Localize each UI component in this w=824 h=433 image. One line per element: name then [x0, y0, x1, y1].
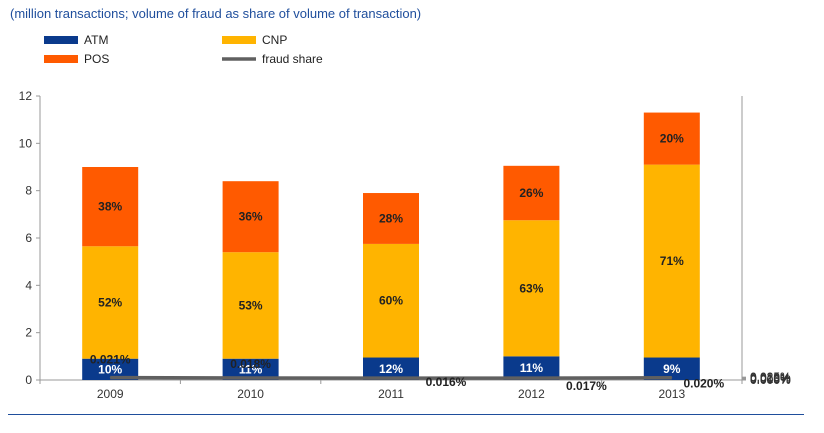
bar-pos-2012 — [503, 165, 560, 221]
bar-pos-2009 — [82, 167, 139, 247]
legend-label-cnp: CNP — [262, 33, 287, 47]
fraud-share-label-2009: 0.021% — [90, 353, 131, 367]
data-label-cnp-2009: 52% — [98, 295, 122, 309]
bar-atm-2012 — [503, 356, 560, 380]
chart-subtitle: (million transactions; volume of fraud a… — [10, 6, 422, 21]
bar-atm-2009 — [82, 358, 139, 380]
legend-swatch-pos — [44, 55, 78, 63]
y-right-tick-label: 0.005% — [750, 372, 791, 386]
y-right-tick-label: 0.020% — [750, 371, 791, 385]
y-right-tick-label: 0.010% — [750, 372, 791, 386]
legend-label-atm: ATM — [84, 33, 108, 47]
fraud-share-label-2012: 0.017% — [566, 379, 607, 393]
data-label-atm-2013: 9% — [663, 362, 681, 376]
fraud-share-point — [250, 377, 252, 379]
legend-swatch-cnp — [222, 36, 256, 44]
x-tick-label: 2011 — [378, 387, 404, 401]
bar-cnp-2011 — [363, 243, 419, 358]
data-label-atm-2010: 11% — [239, 362, 263, 376]
data-label-cnp-2013: 71% — [660, 254, 684, 268]
data-label-pos-2009: 38% — [98, 200, 122, 214]
bar-pos-2013 — [643, 112, 700, 165]
data-label-pos-2012: 26% — [519, 186, 543, 200]
bar-atm-2011 — [363, 357, 419, 380]
bar-pos-2010 — [222, 181, 279, 253]
y-left-tick-label: 10 — [19, 136, 33, 150]
data-label-atm-2012: 11% — [520, 361, 544, 375]
x-tick-label: 2010 — [237, 387, 264, 401]
fraud-share-label-2010: 0.018% — [230, 357, 271, 371]
y-right-tick-label: 0.000% — [750, 373, 791, 387]
y-left-tick-label: 2 — [25, 326, 32, 340]
data-label-cnp-2010: 53% — [239, 298, 263, 312]
bar-cnp-2010 — [222, 252, 279, 359]
bar-atm-2010 — [222, 358, 279, 380]
fraud-share-point — [390, 377, 392, 379]
y-right-tick-label: 0.015% — [750, 371, 791, 385]
x-tick-label: 2009 — [97, 387, 124, 401]
fraud-share-label-2013: 0.020% — [683, 377, 724, 391]
x-tick-label: 2012 — [518, 387, 545, 401]
data-label-pos-2010: 36% — [239, 210, 263, 224]
bar-cnp-2013 — [643, 164, 700, 358]
x-tick-label: 2013 — [658, 387, 685, 401]
bar-atm-2013 — [643, 357, 700, 380]
fraud-share-label-2011: 0.016% — [426, 375, 467, 389]
y-left-tick-label: 12 — [19, 89, 33, 103]
bar-cnp-2012 — [503, 220, 560, 357]
bar-cnp-2009 — [82, 246, 139, 359]
y-left-tick-label: 0 — [25, 373, 32, 387]
fraud-share-point — [109, 377, 111, 379]
data-label-atm-2009: 10% — [98, 362, 122, 376]
data-label-cnp-2012: 63% — [519, 281, 543, 295]
bar-pos-2011 — [363, 193, 419, 244]
data-label-pos-2011: 28% — [379, 211, 403, 225]
y-left-tick-label: 4 — [25, 278, 32, 292]
bottom-rule — [8, 414, 804, 415]
y-left-tick-label: 8 — [25, 184, 32, 198]
legend-label-pos: POS — [84, 52, 109, 66]
fraud-share-point — [671, 377, 673, 379]
data-label-atm-2011: 12% — [379, 362, 403, 376]
fraud-share-point — [530, 377, 532, 379]
legend-swatch-atm — [44, 36, 78, 44]
y-left-tick-label: 6 — [25, 231, 32, 245]
legend-label-fraud-share: fraud share — [262, 52, 323, 66]
y-right-tick-label: 0.025% — [750, 370, 791, 384]
data-label-pos-2013: 20% — [660, 132, 684, 146]
data-label-cnp-2011: 60% — [379, 294, 403, 308]
